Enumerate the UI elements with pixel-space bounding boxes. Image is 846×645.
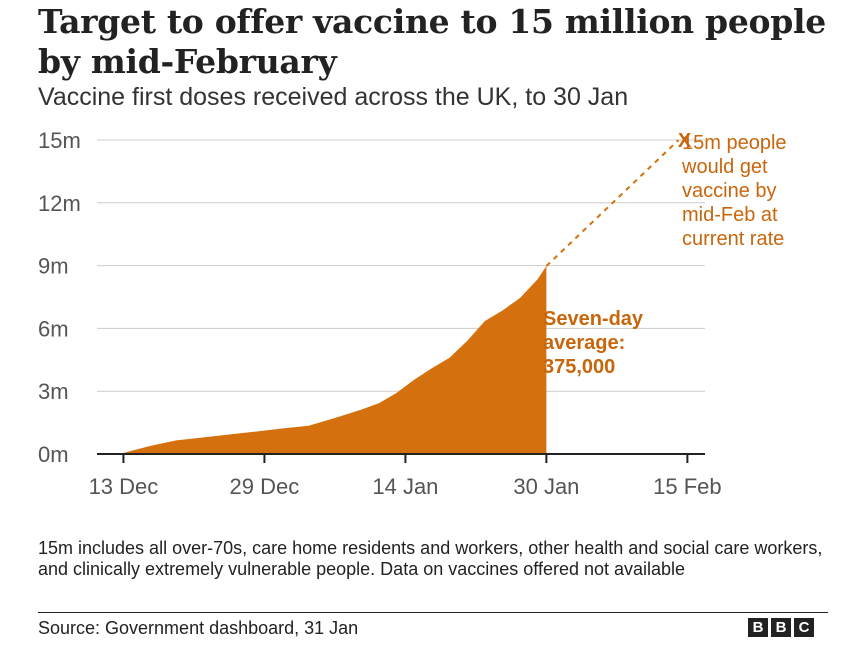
bbc-logo-block-1: B: [748, 618, 768, 637]
y-tick-label: 6m: [38, 316, 69, 341]
area-first-doses: [114, 266, 547, 454]
footnote: 15m includes all over-70s, care home res…: [38, 538, 823, 579]
target-marker: X: [678, 130, 692, 152]
y-tick-label: 12m: [38, 191, 81, 216]
average-value: 375,000: [543, 356, 615, 378]
chart-svg: 0m 3m 6m 9m 12m 15m 13 Dec 29 Dec 14 Jan 30 Jan 1…: [38, 128, 787, 499]
x-tick-label: 29 Dec: [230, 474, 300, 499]
target-label-line3: vaccine by: [682, 180, 777, 202]
footer-divider: [38, 612, 828, 613]
x-tick-label: 14 Jan: [372, 474, 438, 499]
projection-line: [545, 139, 680, 267]
target-label-line5: current rate: [682, 228, 784, 250]
bbc-logo: B B C: [748, 618, 814, 637]
x-tick-label: 13 Dec: [89, 474, 159, 499]
y-tick-label: 3m: [38, 379, 69, 404]
y-tick-label: 0m: [38, 442, 69, 467]
bbc-logo-block-3: C: [794, 618, 814, 637]
y-tick-label: 15m: [38, 128, 81, 153]
chart-subtitle: Vaccine first doses received across the …: [38, 83, 629, 111]
average-label-line1: Seven-day: [543, 308, 644, 330]
target-label-line2: would get: [681, 156, 768, 178]
y-tick-label: 9m: [38, 254, 69, 279]
x-tick-label: 30 Jan: [513, 474, 579, 499]
target-label-line4: mid-Feb at: [682, 204, 778, 226]
chart-title: Target to offer vaccine to 15 million pe…: [38, 2, 826, 81]
bbc-logo-block-2: B: [771, 618, 791, 637]
target-label-line1: 15m people: [682, 132, 787, 154]
average-label-line2: average:: [543, 332, 625, 354]
x-tick-label: 15 Feb: [653, 474, 722, 499]
source-text: Source: Government dashboard, 31 Jan: [38, 618, 359, 638]
